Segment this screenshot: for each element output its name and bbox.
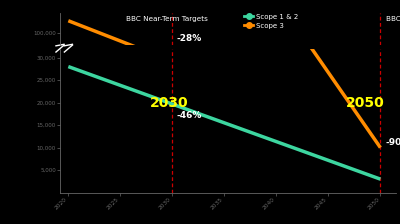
Text: BBC Near-Term Targets: BBC Near-Term Targets <box>126 16 208 22</box>
Text: -28%: -28% <box>176 34 202 43</box>
Text: 2050: 2050 <box>346 96 384 110</box>
Text: 2030: 2030 <box>150 96 188 110</box>
Text: -46%: -46% <box>176 111 202 120</box>
Text: BBC Long-Term Targets: BBC Long-Term Targets <box>386 16 400 22</box>
Text: -90%: -90% <box>386 138 400 147</box>
Legend: Scope 1 & 2, Scope 3: Scope 1 & 2, Scope 3 <box>244 14 298 28</box>
